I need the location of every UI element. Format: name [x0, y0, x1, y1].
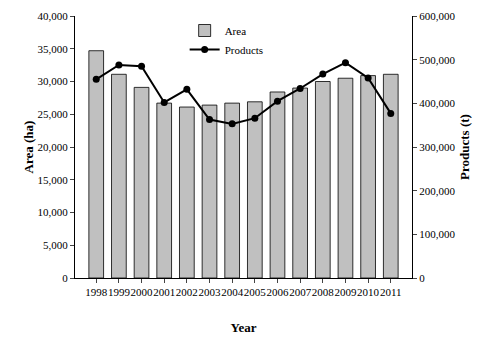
svg-text:2011: 2011 — [380, 286, 402, 298]
svg-text:2009: 2009 — [334, 286, 357, 298]
svg-text:30,000: 30,000 — [38, 75, 69, 87]
svg-text:2008: 2008 — [312, 286, 335, 298]
svg-text:0: 0 — [62, 272, 68, 284]
svg-text:2003: 2003 — [199, 286, 222, 298]
svg-text:2010: 2010 — [357, 286, 380, 298]
svg-text:Area: Area — [225, 25, 246, 37]
svg-text:10,000: 10,000 — [38, 206, 69, 218]
svg-text:2002: 2002 — [176, 286, 198, 298]
svg-text:2006: 2006 — [266, 286, 289, 298]
svg-text:15,000: 15,000 — [38, 174, 69, 186]
svg-text:Products: Products — [225, 44, 264, 56]
svg-text:2004: 2004 — [221, 286, 244, 298]
svg-text:Products (t): Products (t) — [457, 114, 472, 180]
svg-text:40,000: 40,000 — [38, 10, 69, 22]
svg-text:2000: 2000 — [131, 286, 154, 298]
svg-text:Year: Year — [231, 320, 257, 335]
svg-text:2005: 2005 — [244, 286, 267, 298]
svg-text:2007: 2007 — [289, 286, 312, 298]
svg-text:200,000: 200,000 — [419, 185, 455, 197]
svg-text:35,000: 35,000 — [38, 43, 69, 55]
svg-text:400,000: 400,000 — [419, 97, 455, 109]
svg-text:1998: 1998 — [85, 286, 108, 298]
svg-text:1999: 1999 — [108, 286, 131, 298]
svg-text:5,000: 5,000 — [43, 239, 68, 251]
svg-text:500,000: 500,000 — [419, 54, 455, 66]
svg-text:300,000: 300,000 — [419, 141, 455, 153]
svg-text:100,000: 100,000 — [419, 228, 455, 240]
svg-text:0: 0 — [419, 272, 425, 284]
svg-text:20,000: 20,000 — [38, 141, 69, 153]
svg-text:25,000: 25,000 — [38, 108, 69, 120]
svg-text:Area (ha): Area (ha) — [21, 121, 36, 174]
svg-text:2001: 2001 — [153, 286, 175, 298]
svg-text:600,000: 600,000 — [419, 10, 455, 22]
